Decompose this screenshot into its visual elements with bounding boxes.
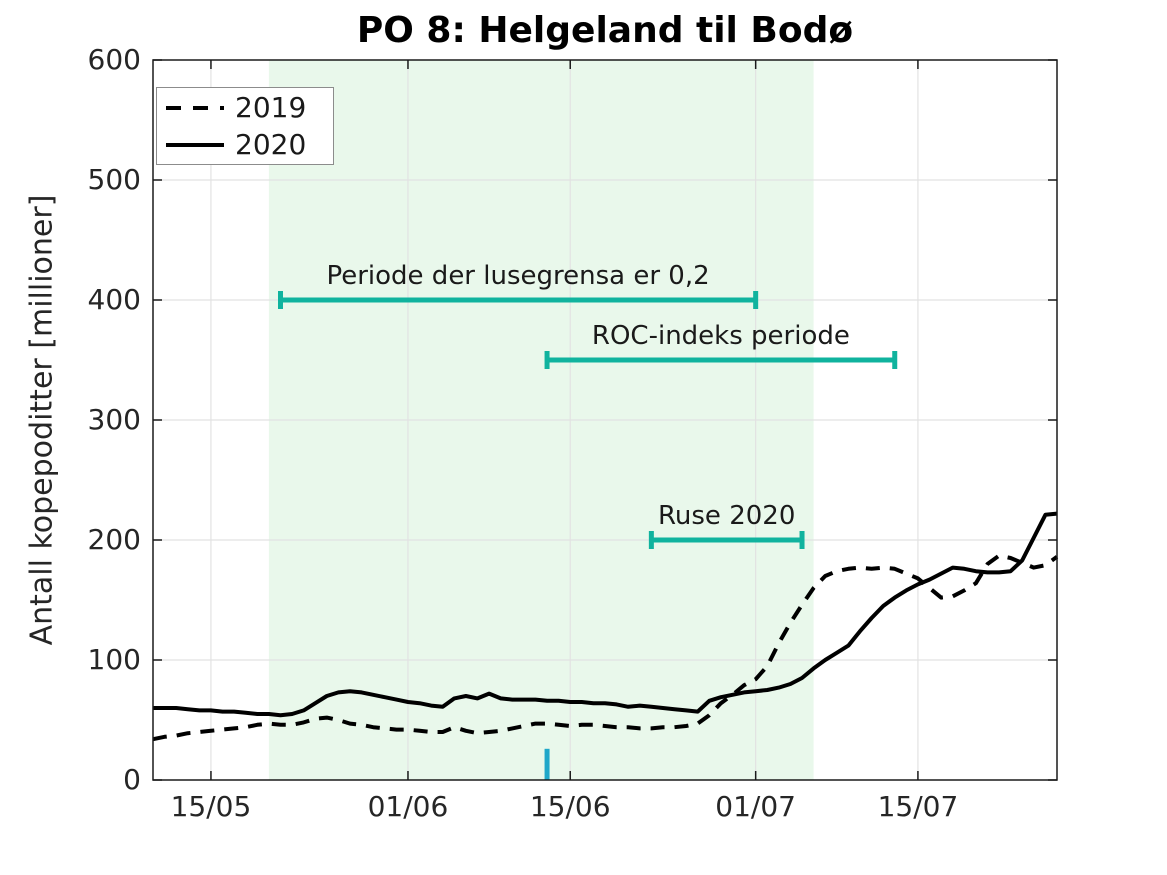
interval-annotation-label: ROC-indeks periode (591, 321, 850, 351)
y-tick-label: 500 (87, 163, 141, 196)
x-tick-label: 01/06 (367, 790, 449, 823)
x-tick-label: 01/07 (715, 790, 797, 823)
y-tick-label: 300 (87, 403, 141, 436)
series-line-2019 (152, 553, 1059, 742)
y-tick-label: 100 (87, 643, 141, 676)
x-tick-label: 15/06 (529, 790, 611, 823)
series-line-2020 (153, 511, 1058, 718)
y-tick-label: 0 (123, 763, 141, 796)
y-tick-label: 200 (87, 523, 141, 556)
x-tick-label: 15/07 (877, 790, 959, 823)
legend: 2019 2020 (156, 87, 334, 165)
interval-annotation-label: Ruse 2020 (658, 501, 796, 531)
legend-item: 2020 (157, 126, 333, 163)
legend-line-sample-dashed (166, 105, 224, 110)
chart-title: PO 8: Helgeland til Bodø (356, 10, 854, 51)
legend-label: 2020 (235, 127, 307, 161)
legend-item: 2019 (157, 89, 333, 126)
y-tick-label: 400 (87, 283, 141, 316)
legend-line-sample-solid (166, 142, 224, 147)
interval-annotation-label: Periode der lusegrensa er 0,2 (326, 261, 710, 291)
y-tick-label: 600 (87, 43, 141, 76)
legend-label: 2019 (235, 90, 307, 124)
x-tick-label: 15/05 (170, 790, 252, 823)
